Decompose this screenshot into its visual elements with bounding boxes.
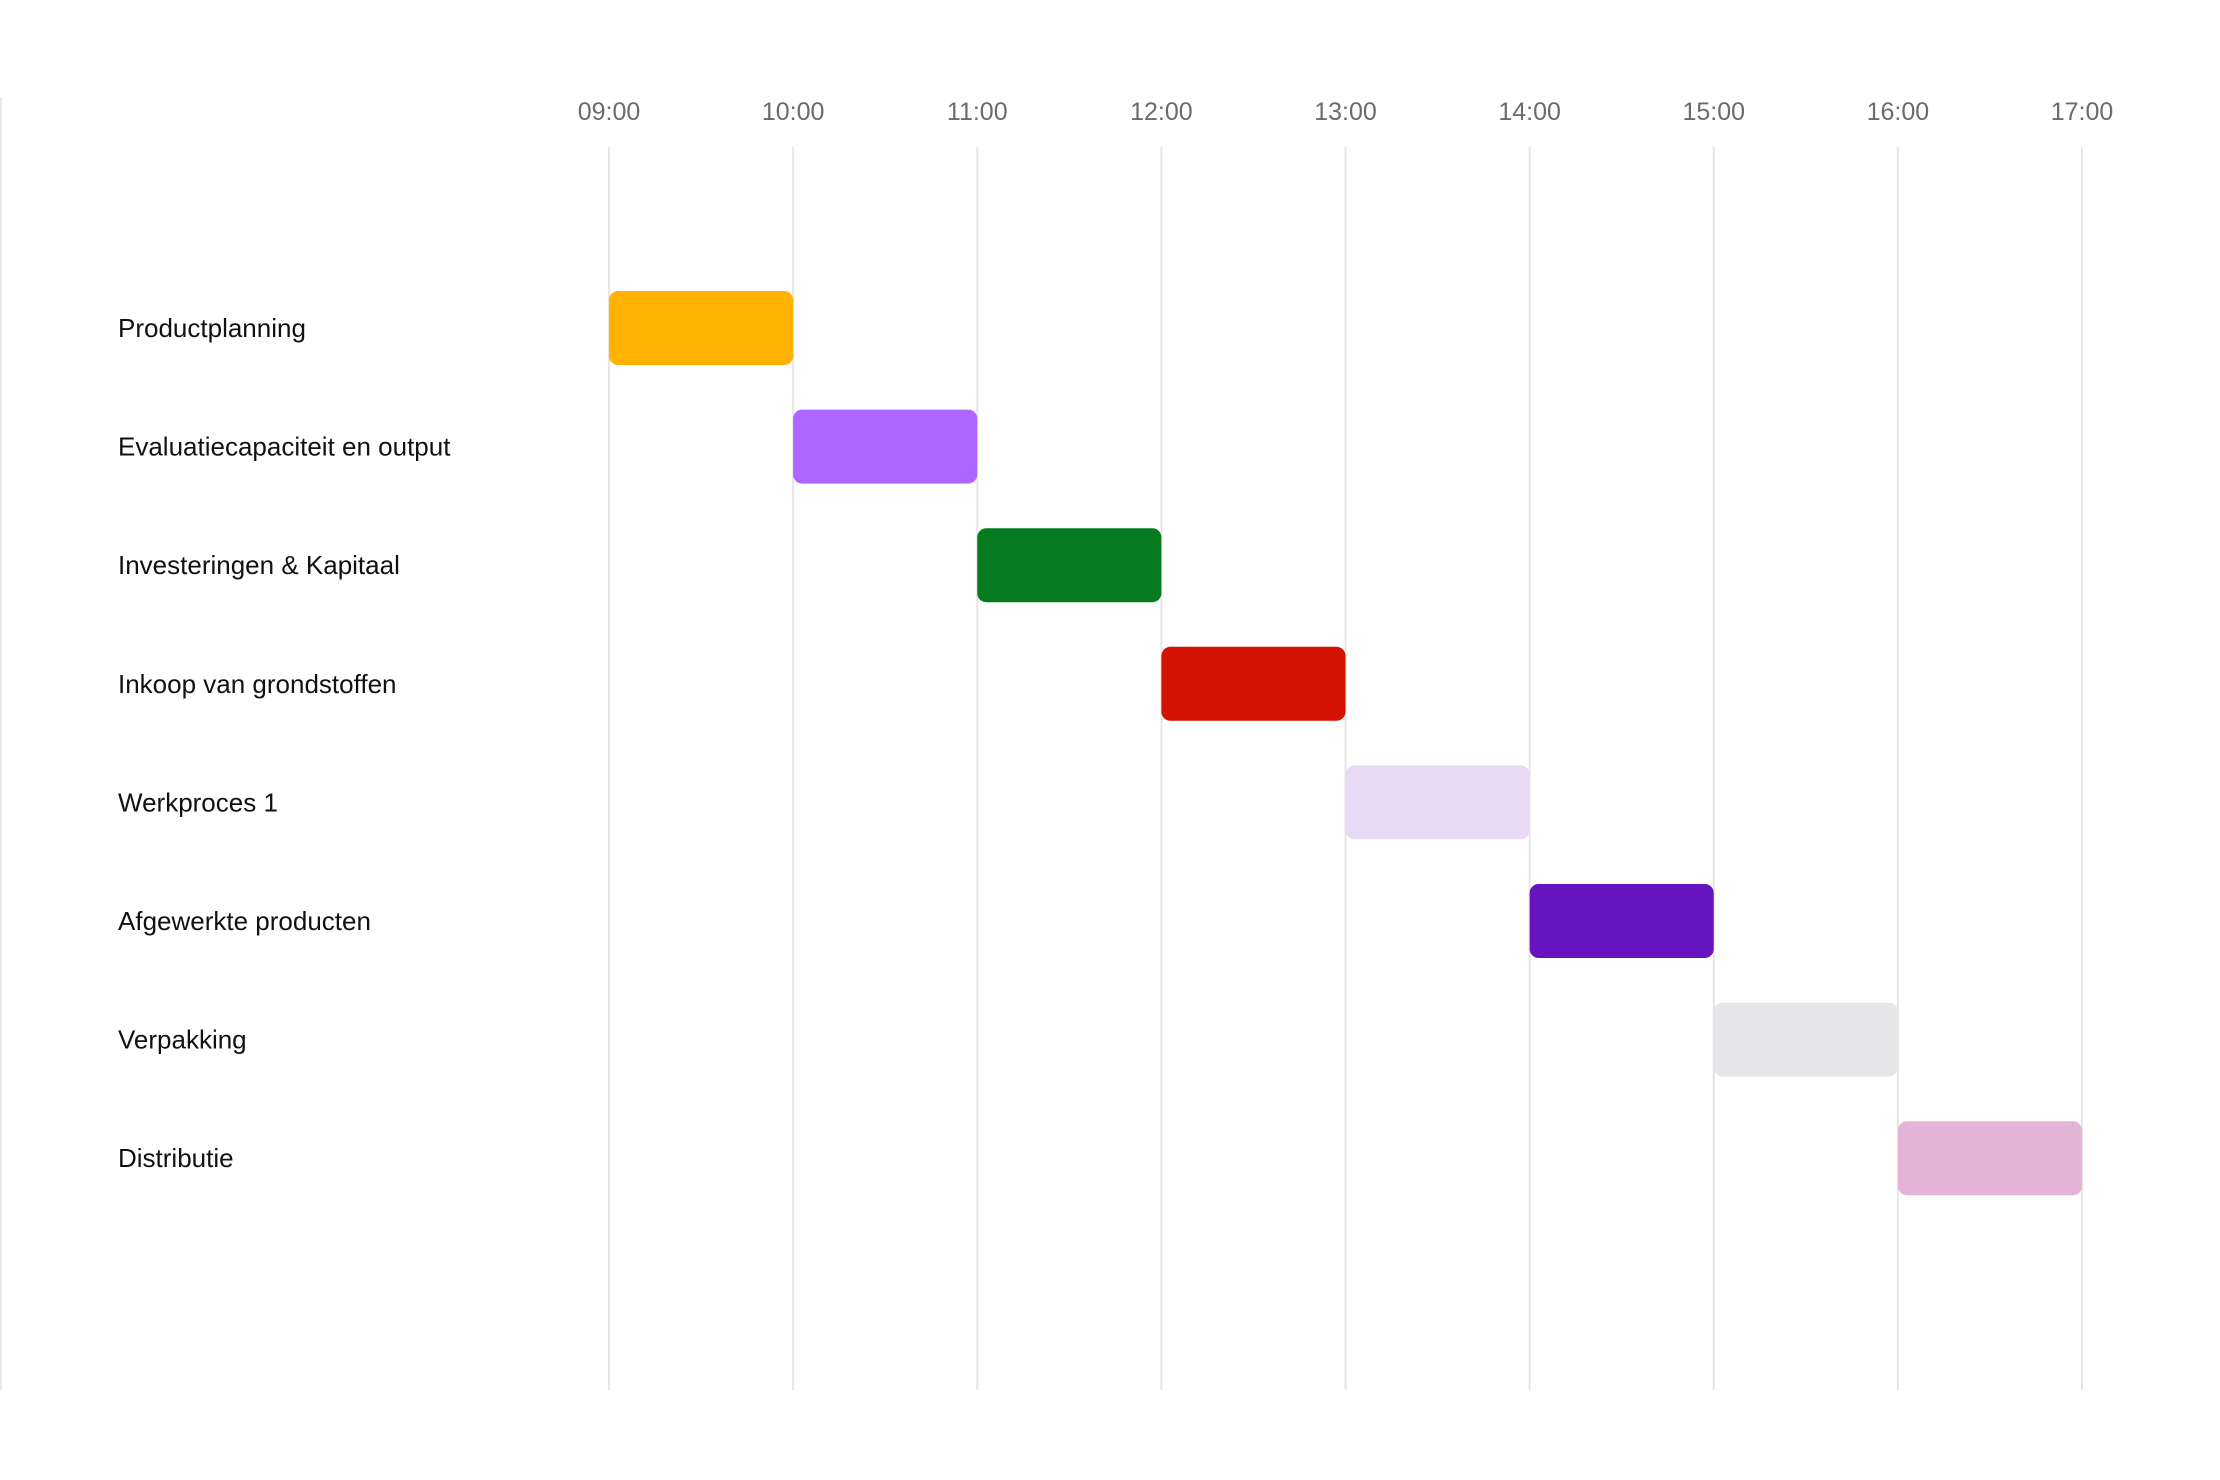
x-tick-label: 16:00	[1867, 98, 1930, 126]
task-bar[interactable]	[1897, 1121, 2082, 1196]
x-tick-label: 14:00	[1498, 98, 1561, 126]
x-tick-label: 17:00	[2051, 98, 2114, 126]
x-tick-label: 12:00	[1130, 98, 1193, 126]
task-bar[interactable]	[609, 291, 794, 365]
task-label: Werkproces 1	[118, 787, 278, 817]
task-label: Productplanning	[118, 313, 306, 343]
x-tick-label: 09:00	[578, 98, 641, 126]
task-label: Inkoop van grondstoffen	[118, 669, 397, 699]
x-tick-label: 11:00	[947, 98, 1008, 126]
x-tick-label: 10:00	[762, 98, 825, 126]
task-bars	[609, 291, 2082, 1196]
task-label: Investeringen & Kapitaal	[118, 550, 400, 580]
x-axis-ticks: 09:00 10:00 11:00 12:00 13:00 14:00 15:00 16:00…	[578, 98, 2114, 126]
task-label: Afgewerkte producten	[118, 906, 371, 936]
task-labels: Productplanning Evaluatiecapaciteit en ou…	[118, 313, 451, 1173]
task-label: Verpakking	[118, 1025, 247, 1055]
task-bar[interactable]	[977, 528, 1162, 603]
x-tick-label: 15:00	[1682, 98, 1745, 126]
task-bar[interactable]	[1713, 1002, 1898, 1077]
gridlines	[608, 147, 2083, 1390]
task-bar[interactable]	[1529, 884, 1714, 958]
task-bar[interactable]	[1161, 646, 1346, 721]
task-bar[interactable]	[793, 409, 978, 484]
x-tick-label: 13:00	[1314, 98, 1377, 126]
task-label: Distributie	[118, 1143, 234, 1173]
task-label: Evaluatiecapaciteit en output	[118, 432, 451, 462]
task-bar[interactable]	[1345, 765, 1530, 840]
